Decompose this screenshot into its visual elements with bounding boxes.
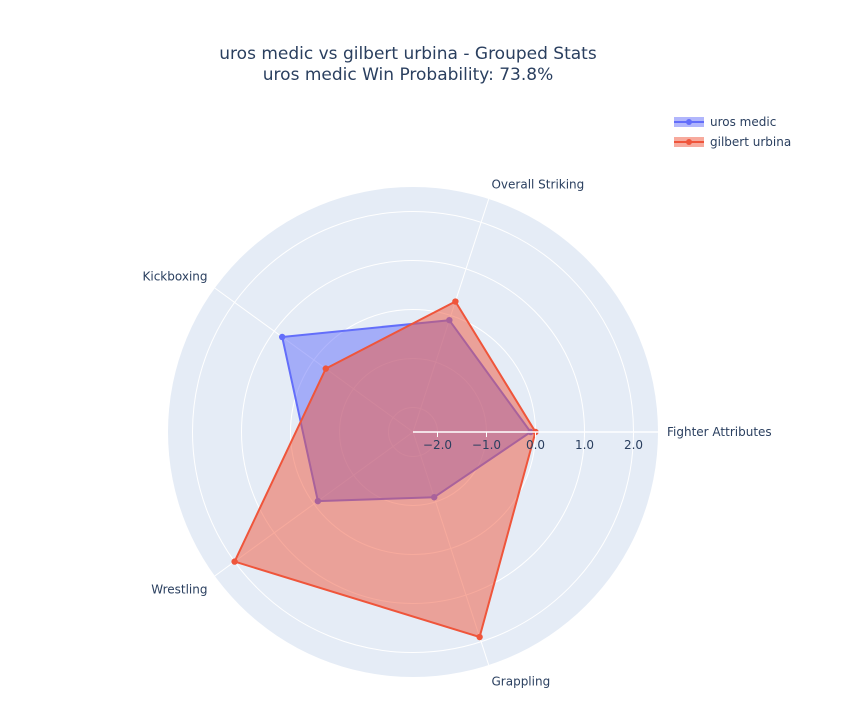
point-gilbert-urbina-overall-striking[interactable] [452,298,459,305]
chart-title-line2: uros medic Win Probability: 73.8% [263,65,553,85]
point-gilbert-urbina-kickboxing[interactable] [322,365,329,372]
axis-label-grappling: Grappling [491,675,550,689]
axis-label-wrestling: Wrestling [151,582,207,596]
series-area-gilbert-urbina [233,300,537,638]
angular-axis-labels: Fighter Attributes Overall Striking Kickbo… [143,177,772,688]
legend: uros medic gilbert urbina [674,115,791,149]
axis-label-kickboxing: Kickboxing [143,270,208,284]
chart-title-line1: uros medic vs gilbert urbina - Grouped S… [219,44,597,64]
point-gilbert-urbina-wrestling[interactable] [231,558,238,565]
legend-item-uros-medic[interactable]: uros medic [674,115,776,129]
radial-tick-label-3: 1.0 [575,438,594,452]
axis-label-fighter-attributes: Fighter Attributes [667,425,772,439]
radial-ticks: −2.0 −1.0 0.0 1.0 2.0 [413,431,658,452]
point-uros-medic-kickboxing[interactable] [278,333,286,341]
axis-label-overall-striking: Overall Striking [491,177,584,191]
legend-label-gilbert-urbina: gilbert urbina [710,135,791,149]
legend-marker-gilbert-urbina [686,139,692,145]
radial-tick-label-1: −1.0 [472,438,501,452]
radial-tick-label-0: −2.0 [423,438,452,452]
series-layer [231,298,539,641]
series-gilbert-urbina [231,298,539,641]
legend-marker-uros-medic [686,119,692,125]
legend-item-gilbert-urbina[interactable]: gilbert urbina [674,135,791,149]
point-gilbert-urbina-grappling[interactable] [476,633,483,641]
radial-tick-label-2: 0.0 [526,438,545,452]
legend-label-uros-medic: uros medic [710,115,776,129]
radial-tick-label-4: 2.0 [624,438,643,452]
